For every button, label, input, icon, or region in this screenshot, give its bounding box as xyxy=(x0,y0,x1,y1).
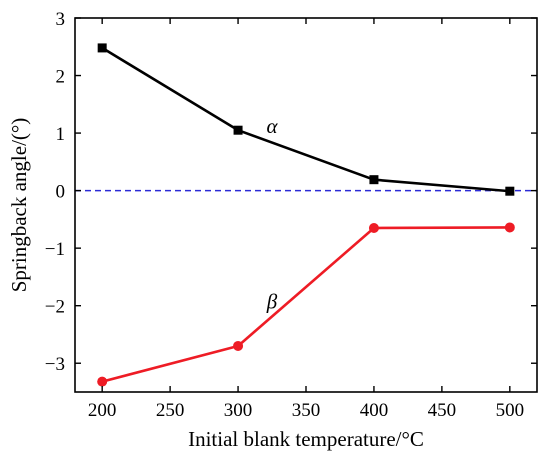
series-beta-point xyxy=(97,376,108,387)
x-tick-label: 450 xyxy=(428,400,457,421)
series-beta-line xyxy=(101,226,510,383)
x-tick-label: 350 xyxy=(292,400,321,421)
series-alpha-point xyxy=(97,43,107,53)
series-alpha-line xyxy=(101,46,510,193)
series-beta-point xyxy=(368,223,379,234)
y-axis-title: Springback angle/(°) xyxy=(7,118,31,293)
series-alpha-label: α xyxy=(267,114,279,138)
y-tick-label: 3 xyxy=(56,9,66,30)
y-tick-label: 2 xyxy=(56,67,66,88)
series-beta-point xyxy=(504,222,515,233)
x-tick-label: 300 xyxy=(224,400,253,421)
x-tick-label: 500 xyxy=(496,400,525,421)
series-beta-label: β xyxy=(266,290,278,314)
y-tick-label: 1 xyxy=(56,124,66,145)
y-tick-label: −1 xyxy=(45,239,65,260)
x-axis-title: Initial blank temperature/°C xyxy=(188,427,424,451)
x-tick-label: 400 xyxy=(360,400,389,421)
series-alpha-point xyxy=(233,125,243,135)
series-alpha-point xyxy=(505,186,515,196)
y-tick-label: −3 xyxy=(45,354,65,375)
y-tick-label: −2 xyxy=(45,297,65,318)
series-layer: αβ xyxy=(97,43,515,387)
y-tick-label: 0 xyxy=(56,182,66,203)
x-tick-label: 200 xyxy=(88,400,117,421)
x-tick-label: 250 xyxy=(156,400,185,421)
series-alpha-point xyxy=(369,175,379,185)
series-beta-point xyxy=(233,340,244,351)
ticks-layer: 200 250 300 350 400 450 500 −3 −2 −1 0 1 2 3 xyxy=(45,9,537,421)
